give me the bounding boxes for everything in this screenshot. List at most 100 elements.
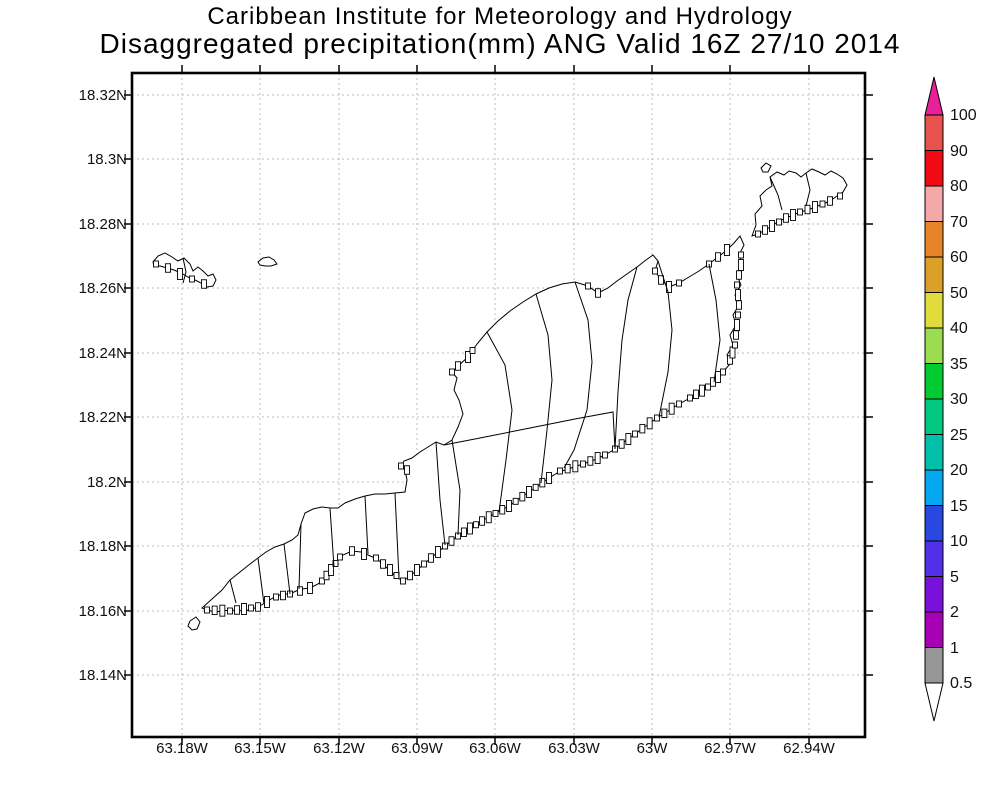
colorbar-labels: 100 90 80 70 60 50 40 35 30 25 20 15 10 …: [950, 107, 977, 692]
watershed-boundary-line: [182, 257, 187, 284]
island-outline-dog-island: [152, 252, 217, 288]
coast-hatch-square: [404, 465, 410, 475]
island-outline-little-scrub-islet: [760, 162, 772, 173]
coast-hatch-square: [512, 497, 519, 505]
coast-hatch-square: [676, 400, 682, 408]
coast-hatch-square: [307, 582, 313, 594]
coast-hatch-square: [473, 521, 479, 529]
coast-hatch-square: [658, 275, 664, 285]
coast-hatch-square: [492, 510, 499, 517]
colorbar-segment: [924, 647, 944, 684]
coast-hatch-square: [255, 602, 261, 612]
coast-hatch-square: [328, 564, 334, 576]
coast-hatch-square: [733, 330, 739, 340]
y-axis-label: 18.14N: [79, 667, 127, 684]
x-axis-label: 62.97W: [704, 740, 757, 757]
island-outline-anguillita-islet: [187, 616, 201, 631]
coast-hatch-square: [819, 200, 826, 208]
coast-hatch-square: [595, 288, 601, 298]
coast-hatch-square: [467, 522, 473, 535]
coast-hatch-square: [720, 368, 726, 376]
coast-hatch-square: [407, 570, 413, 581]
coast-hatch-square: [201, 279, 207, 289]
y-axis-label: 18.26N: [79, 280, 127, 297]
x-axis-label: 63.12W: [313, 740, 366, 757]
coast-hatch-square: [632, 430, 638, 438]
coast-hatch-square: [546, 472, 552, 484]
coast-hatch-square: [465, 351, 471, 363]
coast-hatch-square: [654, 414, 660, 422]
colorbar-segment: [924, 434, 944, 471]
coast-hatch-square: [602, 451, 608, 459]
x-axis-label: 63.03W: [548, 740, 601, 757]
coast-hatch-square: [699, 384, 705, 397]
colorbar-segment: [924, 256, 944, 293]
colorbar-segment: [924, 505, 944, 542]
coast-hatch-square: [783, 213, 789, 223]
coast-hatch-square: [705, 383, 711, 391]
coast-hatch-square: [790, 209, 796, 221]
colorbar-tick-label: 80: [950, 178, 968, 195]
coast-hatch-square: [738, 251, 744, 259]
coast-hatch-square: [661, 408, 668, 419]
coast-hatch-square: [448, 536, 455, 546]
x-axis-label: 63.15W: [234, 740, 287, 757]
coast-hatch-square: [273, 593, 279, 601]
coast-hatch-square: [594, 452, 601, 464]
coast-hatch-square: [572, 460, 579, 473]
coast-hatch-square: [735, 289, 741, 301]
y-axis-label: 18.22N: [79, 409, 127, 426]
coast-hatch-square: [625, 433, 632, 445]
coastline-layer: [152, 162, 848, 631]
coast-hatch-square: [736, 270, 742, 280]
colorbar-tick-label: 25: [950, 427, 968, 444]
coast-hatch-square: [319, 577, 325, 585]
coast-hatch-square: [332, 560, 339, 567]
colorbar-arrow-top: [924, 76, 944, 116]
watershed-boundary-line: [657, 260, 673, 418]
colorbar-segment: [924, 363, 944, 400]
watershed-boundary-line: [298, 523, 302, 590]
colorbar: [924, 76, 944, 722]
x-axis-label: 63.18W: [156, 740, 209, 757]
watershed-boundary-line: [535, 293, 553, 484]
x-axis-labels: 63.18W 63.15W 63.12W 63.09W 63.06W 63.03…: [156, 740, 836, 757]
coast-hatch-square: [435, 546, 441, 558]
coast-hatch-square: [177, 268, 183, 280]
coast-hatch-square: [297, 586, 303, 596]
y-axis-label: 18.28N: [79, 216, 127, 233]
colorbar-tick-label: 90: [950, 143, 968, 160]
coast-hatch-square: [715, 252, 721, 262]
watershed-boundary-line: [769, 176, 783, 211]
y-axis-labels: 18.32N 18.3N 18.28N 18.26N 18.24N 18.22N…: [79, 87, 127, 684]
colorbar-segment: [924, 327, 944, 364]
coast-hatch-square: [618, 439, 625, 449]
y-axis-label: 18.16N: [79, 603, 127, 620]
coast-hatch-square: [729, 346, 736, 359]
colorbar-segment: [924, 150, 944, 187]
watershed-boundary-line: [283, 543, 291, 595]
coast-hatch-square: [469, 347, 476, 354]
colorbar-tick-label: 50: [950, 285, 968, 302]
x-axis-label: 63W: [637, 740, 669, 757]
coast-hatch-square: [380, 559, 386, 569]
island-outline-prickly-pear-cay: [257, 256, 278, 267]
colorbar-tick-label: 0.5: [950, 675, 972, 692]
watershed-boundary-line: [805, 172, 811, 207]
watershed-boundary-line: [563, 281, 593, 469]
colorbar-segment: [924, 576, 944, 613]
colorbar-tick-label: 100: [950, 107, 977, 124]
y-axis-label: 18.32N: [79, 87, 127, 104]
coastal-hatch-layer: [153, 192, 843, 617]
coast-hatch-square: [532, 483, 539, 491]
colorbar-tick-label: 20: [950, 462, 968, 479]
coast-hatch-square: [687, 394, 693, 402]
colorbar-tick-label: 1: [950, 640, 959, 657]
coast-hatch-square: [734, 319, 740, 331]
coast-hatch-square: [479, 516, 485, 526]
coast-hatch-square: [724, 244, 730, 256]
watershed-boundary-line: [451, 439, 461, 536]
watershed-boundary-layer: [182, 172, 811, 605]
coast-hatch-square: [153, 260, 159, 268]
